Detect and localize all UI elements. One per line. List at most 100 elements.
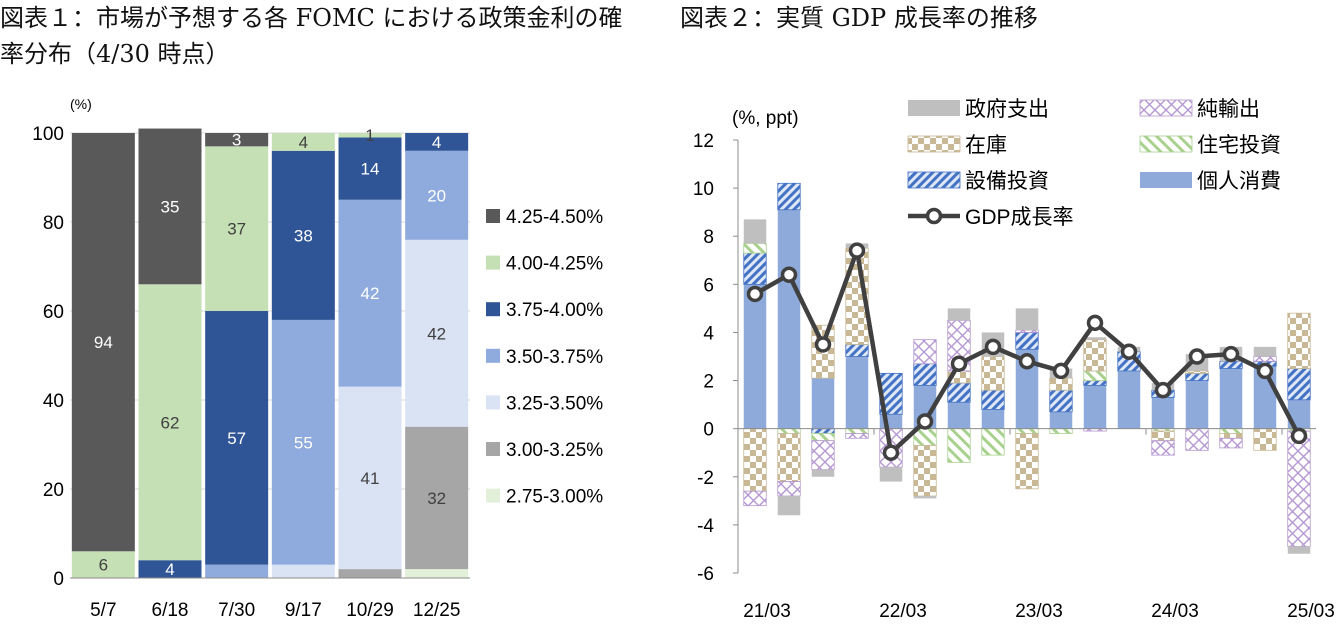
chart1-legend-label: 4.25-4.50% (506, 207, 603, 228)
chart2-legend-swatch (907, 135, 961, 153)
chart2-bar-segment (981, 428, 1005, 456)
chart2-bar-segment (811, 428, 835, 434)
chart1-bar-segment (405, 133, 469, 151)
chart1-bar-segment (71, 133, 135, 552)
chart2-bar-segment (811, 440, 835, 470)
chart1-data-label: 32 (427, 489, 446, 508)
chart1-legend-label: 3.75-4.00% (506, 300, 603, 321)
chart2-x-tick-label: 22/03 (879, 601, 927, 622)
chart1-y-tick-label: 100 (32, 124, 64, 145)
chart2-bar-segment (1253, 346, 1277, 357)
chart1-legend-swatch (486, 348, 500, 363)
chart2-bar-segment (743, 252, 767, 285)
chart1-y-tick-label: 40 (43, 391, 64, 412)
chart2-bar-segment (1083, 380, 1107, 386)
chart2-bar-segment (947, 428, 971, 463)
chart2-bar-segment (1049, 428, 1073, 434)
chart2-bar-segment (1015, 428, 1039, 434)
chart2-bar-segment (743, 284, 767, 429)
chart1-data-label: 3 (232, 131, 241, 150)
chart2-bar-segment (879, 467, 903, 482)
chart1-x-tick-label: 5/7 (90, 600, 116, 621)
chart2-bar-segment (777, 209, 801, 429)
chart1-bar-segment (405, 569, 469, 578)
chart2-bar-segment (1015, 308, 1039, 331)
chart2-bar-segment (777, 481, 801, 497)
chart2-bar-segment (913, 445, 937, 497)
chart2-gdp-point (1052, 362, 1070, 380)
chart2-bar-segment (811, 469, 835, 477)
chart1-bar-segment (138, 560, 202, 578)
chart1-x-tick-label: 9/17 (285, 600, 322, 621)
chart2-y-tick-label: -2 (697, 468, 714, 489)
chart2-bar-segment (1083, 370, 1107, 381)
chart2-y-tick-label: 10 (693, 179, 714, 200)
chart1-bar-segment (338, 199, 402, 387)
chart2-bar-segment (981, 409, 1005, 429)
chart1-data-label: 55 (294, 433, 313, 452)
chart1-data-label: 35 (161, 197, 180, 216)
chart1-legend-label: 3.50-3.75% (506, 347, 603, 368)
chart2-bar-segment (1015, 433, 1039, 490)
chart2-bar-segment (777, 496, 801, 516)
chart1-bar-segment (205, 564, 269, 578)
chart1-data-label: 94 (94, 333, 113, 352)
chart2-x-tick-label: 23/03 (1015, 601, 1063, 622)
chart2-gdp-point (916, 413, 934, 430)
chart2-bar-segment (1219, 428, 1243, 434)
chart2-legend-label: 政府支出 (965, 98, 1049, 121)
chart2-bar-segment (913, 496, 937, 499)
chart2-bar-segment (1185, 372, 1209, 381)
chart1-legend-swatch (486, 255, 500, 270)
chart2-bar-segment (1117, 370, 1141, 429)
chart2-legend-label: 設備投資 (965, 170, 1049, 193)
chart1-bar-segment (405, 150, 469, 240)
chart2-bar-segment (1151, 440, 1175, 456)
chart2-y-tick-label: 4 (703, 323, 714, 344)
chart1-bar-segment (271, 319, 335, 565)
chart1-bar-segment (338, 386, 402, 570)
chart1-bar-segment (338, 133, 402, 138)
chart2-y-tick-label: 6 (703, 275, 714, 296)
chart1-bar-segment (205, 311, 269, 565)
chart2-gdp-point (1222, 345, 1240, 363)
chart1-gridlines (70, 132, 470, 490)
chart2-y-tick-label: 8 (703, 227, 714, 248)
chart2-legend-label: GDP成長率 (965, 206, 1074, 229)
chart1-legend: 4.25-4.50% 4.00-4.25% 3.75-4.00% 3.50-3.75%… (486, 207, 603, 508)
chart2-bar-segment (913, 339, 937, 365)
chart2-bar-segment (845, 356, 869, 429)
chart2-legend-marker (925, 207, 943, 225)
chart1-legend-swatch (486, 302, 500, 317)
chart2-bars (743, 182, 1311, 554)
chart1-bar-segment (138, 128, 202, 285)
chart2-bar-segment (1015, 329, 1039, 333)
chart2-y-tick-label: 2 (703, 372, 714, 393)
chart2-bar-segment (1049, 411, 1073, 429)
chart1-bar-segment (71, 551, 135, 578)
chart2-legend-swatch (908, 100, 960, 116)
chart1-bar-segment (405, 239, 469, 427)
chart2-bar-segment (981, 389, 1005, 410)
chart2-bar-segment (1185, 428, 1209, 451)
chart2-gdp-point (1188, 348, 1206, 365)
chart1-data-label: 42 (427, 324, 446, 343)
chart1-y-tick-label: 80 (43, 213, 64, 234)
chart2-bar-segment (777, 182, 801, 211)
chart2-bar-segment (1287, 430, 1311, 547)
chart2-bar-segment (1185, 370, 1209, 374)
chart2-bar-segment (1185, 380, 1209, 429)
chart2-bar-segment (1253, 356, 1277, 362)
chart2-bar-segment (1219, 437, 1243, 449)
chart2-title: 図表２：実質 GDP 成長率の推移 (680, 4, 1038, 32)
chart1-bar-segment (338, 569, 402, 578)
chart1-y-tick-label: 60 (43, 302, 64, 323)
chart2-bar-segment (743, 428, 767, 492)
chart2-bar-segment (1287, 312, 1311, 369)
chart1-bars (71, 128, 469, 578)
chart2-legend-swatch (907, 171, 961, 189)
chart2-bar-segment (981, 356, 1005, 391)
chart1-x-tick-label: 10/29 (346, 600, 394, 621)
